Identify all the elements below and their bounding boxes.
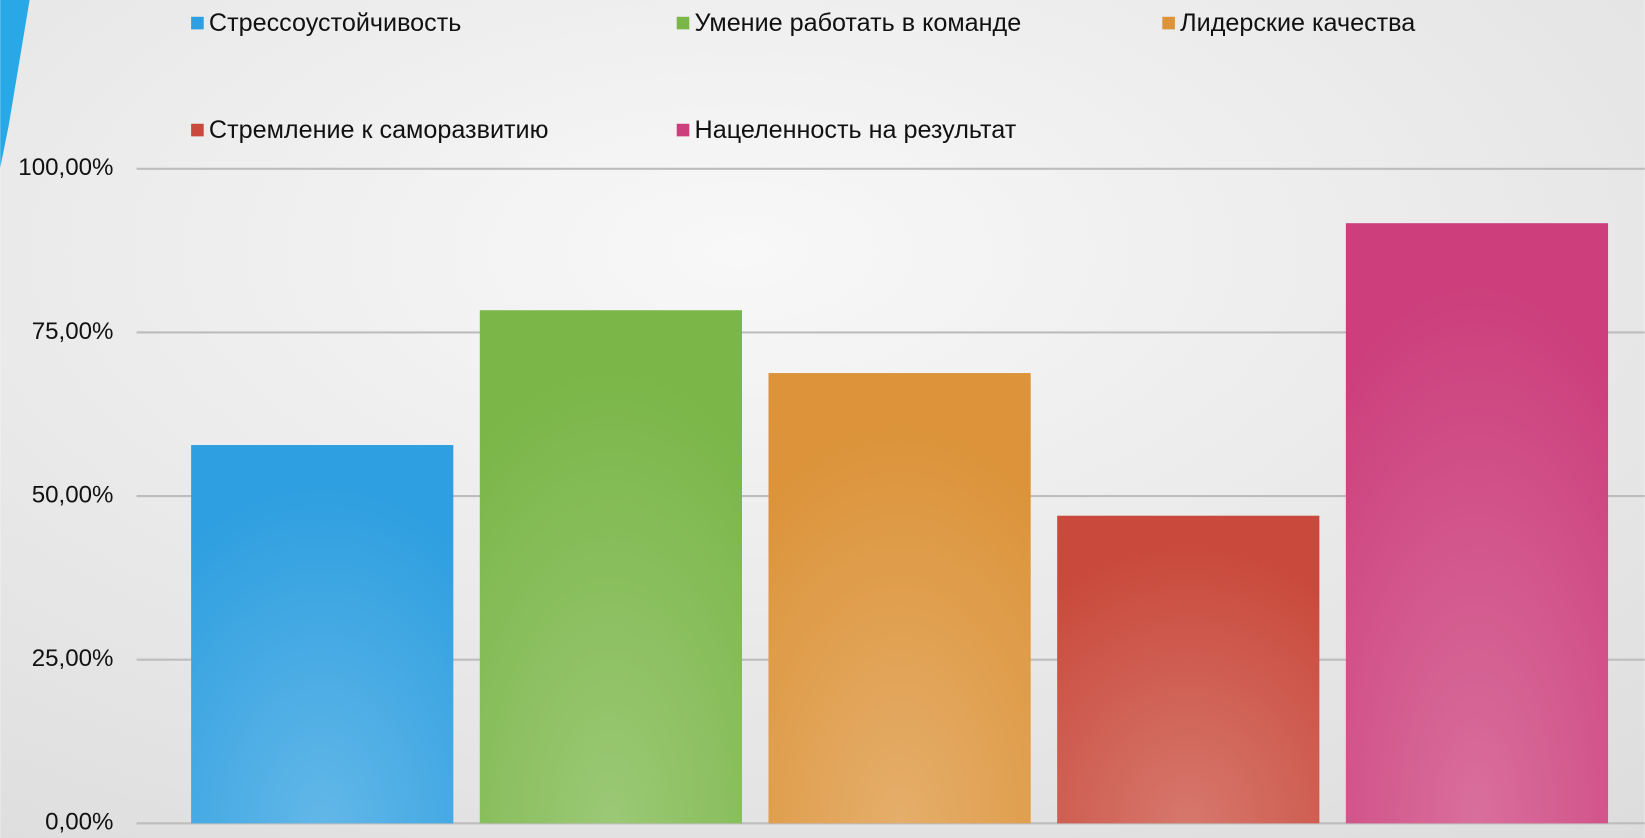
- legend-label: Лидерские качества: [1180, 9, 1415, 37]
- legend-label: Нацеленность на результат: [695, 116, 1017, 144]
- legend-swatch: [191, 16, 204, 30]
- legend-label: Умение работать в команде: [695, 9, 1022, 37]
- legend-swatch: [1162, 16, 1175, 30]
- bar: [191, 445, 454, 824]
- legend-swatch: [676, 123, 690, 137]
- y-tick-label: 25,00%: [32, 645, 114, 672]
- y-tick-label: 50,00%: [32, 481, 114, 508]
- y-tick-label: 100,00%: [18, 154, 113, 181]
- y-tick-label: 0,00%: [45, 809, 113, 836]
- y-tick-label: 75,00%: [32, 318, 114, 345]
- legend-swatch: [191, 123, 204, 137]
- legend-swatch: [676, 16, 690, 30]
- bar: [768, 373, 1031, 824]
- bar: [1057, 515, 1320, 824]
- bar: [1345, 223, 1609, 824]
- bar: [479, 310, 743, 824]
- decor-stripe: [0, 0, 30, 168]
- legend-label: Стремление к саморазвитию: [209, 116, 549, 144]
- legend-label: Стрессоустойчивость: [209, 9, 461, 37]
